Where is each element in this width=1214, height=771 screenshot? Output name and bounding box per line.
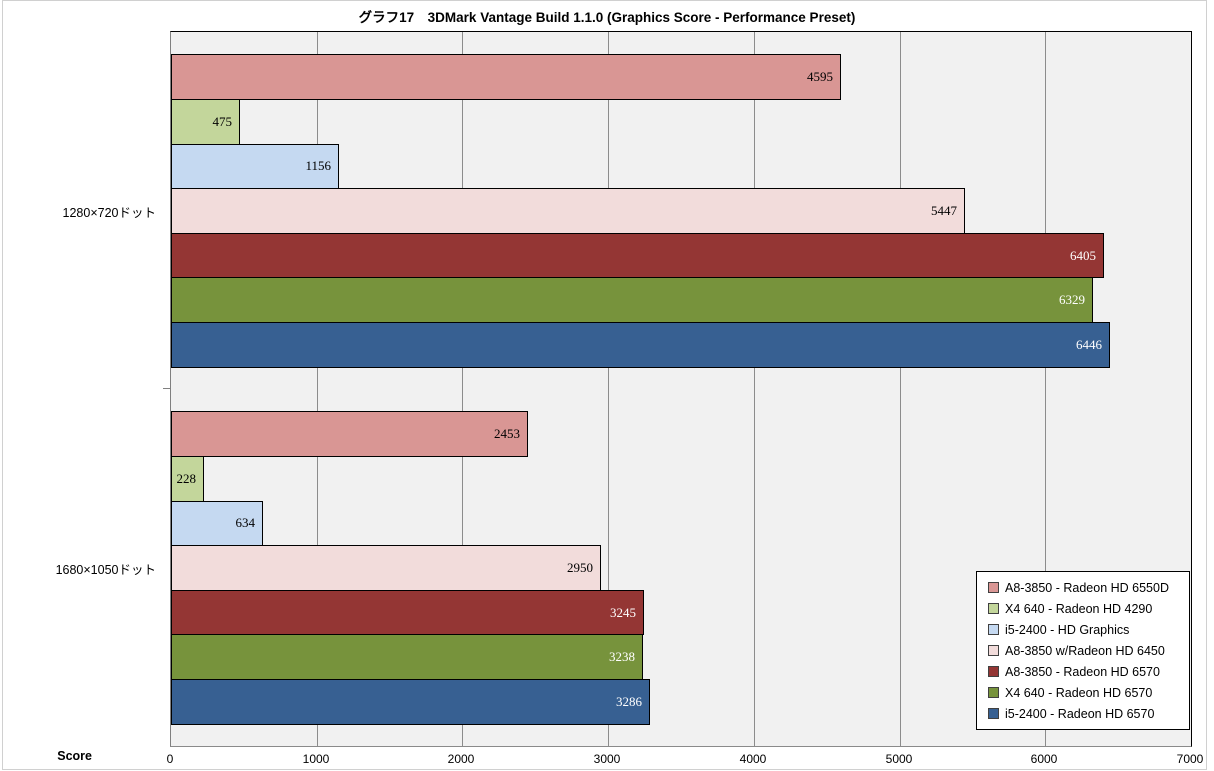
category-label-1: 1680×1050ドット (55, 563, 156, 577)
plot-area: 4595 2453 475 228 1156 634 5447 2950 6405 3245 632… (170, 31, 1192, 747)
bar-value-label: 6329 (1059, 292, 1085, 308)
bar-value-label: 1156 (305, 158, 331, 174)
legend-label: i5-2400 - HD Graphics (1005, 622, 1130, 637)
x-tick-label-3000: 3000 (593, 752, 621, 766)
bar-X4 640 - Radeon HD 6570-1280×720ドット: 6329 (171, 277, 1093, 324)
bar-A8-3850 - Radeon HD 6570-1680×1050ドット: 3245 (171, 589, 644, 636)
bar-value-label: 5447 (931, 203, 957, 218)
chart-title: グラフ17 3DMark Vantage Build 1.1.0 (Graphi… (358, 10, 856, 25)
x-tick-label-2000: 2000 (447, 752, 475, 766)
legend-swatch-icon (988, 708, 999, 719)
legend-item-1: X4 640 - Radeon HD 4290 (988, 602, 1185, 616)
legend-item-4: A8-3850 - Radeon HD 6570 (988, 665, 1185, 679)
bar-value-label: 4595 (807, 69, 833, 85)
legend-item-0: A8-3850 - Radeon HD 6550D (988, 581, 1185, 595)
legend-item-5: X4 640 - Radeon HD 6570 (988, 686, 1185, 700)
gridline-1000 (317, 32, 318, 746)
gridline-3000 (608, 32, 609, 746)
bar-value-label: 475 (212, 113, 233, 129)
bar-value-label: 634 (235, 515, 256, 531)
bar-A8-3850 - Radeon HD 6550D-1680×1050ドット: 2453 (171, 411, 528, 457)
legend-label: X4 640 - Radeon HD 6570 (1005, 685, 1153, 700)
bar-i5-2400 - HD Graphics-1280×720ドット: 1156 (171, 143, 339, 190)
gridline-2000 (462, 32, 463, 746)
value-axis-title: Score (57, 749, 92, 763)
bar-i5-2400 - Radeon HD 6570-1680×1050ドット: 3286 (171, 679, 650, 725)
legend-swatch-icon (988, 666, 999, 677)
legend: A8-3850 - Radeon HD 6550D X4 640 - Radeon… (976, 571, 1190, 730)
bar-value-label: 2950 (567, 560, 593, 575)
legend-swatch-icon (988, 624, 999, 635)
legend-label: X4 640 - Radeon HD 4290 (1005, 601, 1153, 616)
x-tick-label-6000: 6000 (1030, 752, 1058, 766)
legend-swatch-icon (988, 582, 999, 593)
x-tick-label-0: 0 (166, 752, 174, 766)
gridline-4000 (754, 32, 755, 746)
bar-A8-3850 - Radeon HD 6570-1280×720ドット: 6405 (171, 232, 1104, 279)
bar-value-label: 6405 (1070, 247, 1096, 263)
gridline-5000 (900, 32, 901, 746)
x-tick-label-5000: 5000 (885, 752, 913, 766)
category-label-0: 1280×720ドット (62, 206, 156, 220)
x-tick-label-7000: 7000 (1176, 752, 1204, 766)
legend-label: i5-2400 - Radeon HD 6570 (1005, 706, 1155, 721)
category-boundary-tick (163, 388, 170, 389)
bar-i5-2400 - HD Graphics-1680×1050ドット: 634 (171, 500, 263, 547)
gridline-6000 (1045, 32, 1046, 746)
x-tick-label-4000: 4000 (739, 752, 767, 766)
legend-item-2: i5-2400 - HD Graphics (988, 623, 1185, 637)
legend-label: A8-3850 - Radeon HD 6570 (1005, 664, 1160, 679)
bar-value-label: 3245 (610, 604, 636, 620)
x-tick-label-1000: 1000 (302, 752, 330, 766)
bar-A8-3850 - Radeon HD 6550D-1280×720ドット: 4595 (171, 54, 841, 100)
bar-value-label: 6446 (1076, 336, 1102, 352)
bar-value-label: 2453 (494, 426, 520, 442)
bar-X4 640 - Radeon HD 6570-1680×1050ドット: 3238 (171, 634, 643, 681)
bar-value-label: 228 (176, 470, 197, 486)
legend-label: A8-3850 - Radeon HD 6550D (1005, 580, 1169, 595)
legend-item-3: A8-3850 w/Radeon HD 6450 (988, 644, 1185, 658)
bar-i5-2400 - Radeon HD 6570-1280×720ドット: 6446 (171, 322, 1110, 368)
bar-X4 640 - Radeon HD 4290-1280×720ドット: 475 (171, 98, 240, 145)
bar-value-label: 3238 (609, 649, 635, 665)
bar-A8-3850 w/Radeon HD 6450-1280×720ドット: 5447 (171, 188, 965, 234)
legend-swatch-icon (988, 687, 999, 698)
legend-swatch-icon (988, 645, 999, 656)
bar-value-label: 3286 (616, 693, 642, 709)
bar-X4 640 - Radeon HD 4290-1680×1050ドット: 228 (171, 455, 204, 502)
legend-swatch-icon (988, 603, 999, 614)
bar-A8-3850 w/Radeon HD 6450-1680×1050ドット: 2950 (171, 545, 601, 591)
legend-item-6: i5-2400 - Radeon HD 6570 (988, 707, 1185, 721)
legend-label: A8-3850 w/Radeon HD 6450 (1005, 643, 1165, 658)
